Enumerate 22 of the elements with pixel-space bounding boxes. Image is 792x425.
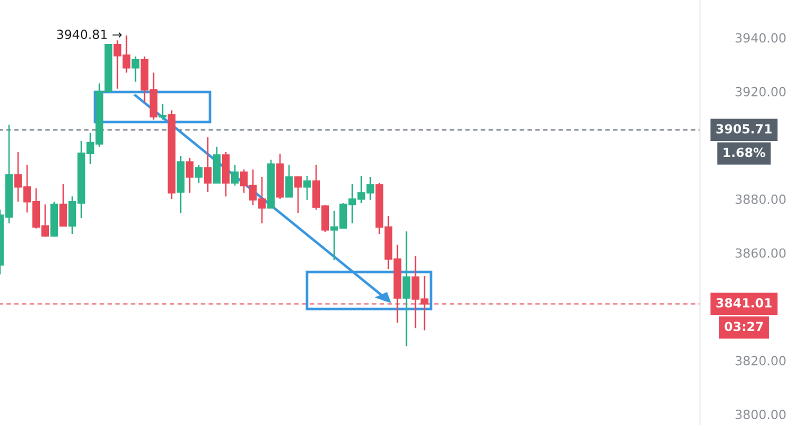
y-tick-label: 3800.00 — [736, 410, 786, 420]
annotation: 3940.81 → — [57, 30, 122, 40]
y-tick-label: 3920.00 — [736, 86, 786, 96]
ref-line-label: 3841.01 — [716, 298, 772, 308]
candlestick — [230, 164, 239, 186]
candlestick — [303, 175, 311, 201]
y-tick-label: 3940.00 — [736, 33, 786, 43]
candlestick — [285, 164, 293, 198]
candlestick — [186, 157, 194, 194]
candlestick — [132, 56, 140, 82]
candlestick — [158, 103, 166, 120]
ref-line-label: 3905.71 — [716, 124, 772, 134]
text: 03:27 — [724, 322, 763, 332]
y-tick-label: 3860.00 — [736, 248, 786, 258]
candlestick — [194, 164, 203, 184]
candlestick — [402, 230, 410, 347]
y-tick-label: 3880.00 — [736, 194, 786, 204]
candlestick — [294, 176, 302, 214]
y-tick-label: 3820.00 — [736, 356, 786, 366]
candlestick — [59, 183, 68, 227]
text: 1.68% — [724, 148, 766, 158]
candlestick — [204, 136, 212, 193]
